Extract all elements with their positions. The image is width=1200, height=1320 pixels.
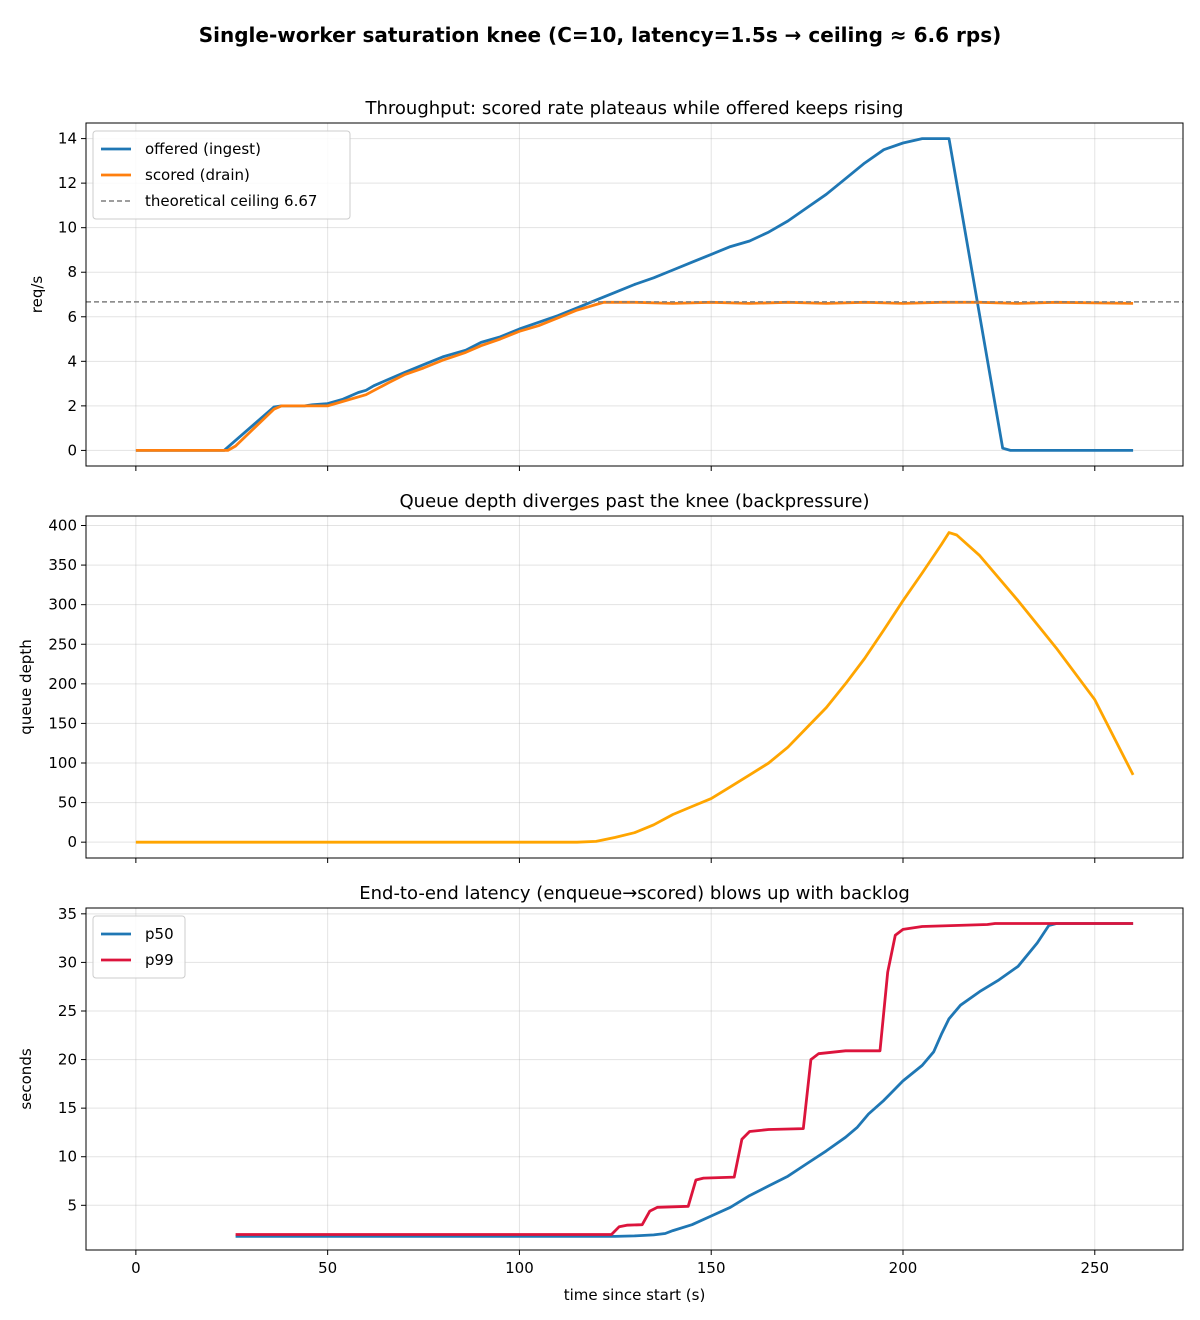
chart-panel-1: 0 2 4 6 8 10 12 14 Throughput: scored rate plate… (28, 98, 1184, 471)
axes-frame (85, 907, 1184, 1251)
plot-area (86, 137, 1183, 452)
series-line-scored (135, 300, 1134, 452)
x-tick-label: 100 (505, 1259, 534, 1277)
legend-box (92, 915, 186, 979)
y-tick-label: 8 (67, 263, 77, 281)
y-tick-label: 20 (58, 1051, 77, 1069)
legend-entry: p99 (145, 951, 174, 969)
y-tick-label: 250 (48, 635, 77, 653)
y-tick-label: 0 (67, 833, 77, 851)
y-tick-label: 10 (58, 1148, 77, 1166)
y-tick-label: 30 (58, 953, 77, 971)
y-tick-label: 4 (67, 352, 77, 370)
y-tick-label: 300 (48, 596, 77, 614)
x-tick-label: 250 (1080, 1259, 1109, 1277)
y-tick-label: 400 (48, 517, 77, 535)
legend-box (92, 130, 351, 220)
y-tick-label: 6 (67, 308, 77, 326)
y-tick-label: 100 (48, 754, 77, 772)
chart-panel-3: 0 50 100 150 200 250 5 10 15 20 25 30 35 End-to-end l… (17, 883, 1184, 1304)
y-tick-label: 15 (58, 1099, 77, 1117)
legend-entry: offered (ingest) (145, 140, 261, 158)
legend-entry: p50 (145, 925, 174, 943)
chart-panels: 0 2 4 6 8 10 12 14 Throughput: scored rate plate… (17, 98, 1184, 1304)
series-line-queue-depth (135, 531, 1135, 844)
y-tick-label: 10 (58, 219, 77, 237)
y-tick-label: 50 (58, 794, 77, 812)
chart-panel-2: 0 50 100 150 200 250 300 350 400 Queue depth dive… (17, 491, 1184, 863)
x-axis-label: time since start (s) (564, 1286, 706, 1304)
x-tick-label: 0 (131, 1259, 141, 1277)
legend-entry: theoretical ceiling 6.67 (145, 192, 317, 210)
y-tick-label: 0 (67, 441, 77, 459)
y-tick-label: 350 (48, 556, 77, 574)
panel-title: Throughput: scored rate plateaus while o… (365, 98, 904, 119)
y-tick-label: 12 (58, 174, 77, 192)
y-axis-label: req/s (28, 276, 46, 314)
series-line-p99 (235, 922, 1134, 1236)
y-tick-label: 35 (58, 905, 77, 923)
series-line-p50 (235, 922, 1134, 1238)
y-tick-label: 2 (67, 397, 77, 415)
y-tick-label: 200 (48, 675, 77, 693)
panel-title: End-to-end latency (enqueue→scored) blow… (359, 883, 910, 904)
y-tick-label: 150 (48, 714, 77, 732)
axes-frame (85, 515, 1184, 859)
legend: offered (ingest) scored (drain) theoretica… (92, 130, 351, 220)
legend-entry: scored (drain) (145, 166, 250, 184)
axes-frame (85, 122, 1184, 467)
x-tick-label: 200 (889, 1259, 918, 1277)
figure-suptitle: Single-worker saturation knee (C=10, lat… (199, 23, 1002, 47)
y-axis-label: seconds (17, 1048, 35, 1109)
y-tick-label: 25 (58, 1002, 77, 1020)
y-tick-label: 5 (67, 1196, 77, 1214)
panel-title: Queue depth diverges past the knee (back… (400, 491, 870, 512)
y-tick-label: 14 (58, 130, 77, 148)
series-line-offered (135, 137, 1134, 452)
plot-area (135, 531, 1135, 844)
x-tick-label: 150 (697, 1259, 726, 1277)
x-tick-label: 50 (318, 1259, 337, 1277)
plot-area (235, 922, 1134, 1238)
y-axis-label: queue depth (17, 639, 35, 734)
